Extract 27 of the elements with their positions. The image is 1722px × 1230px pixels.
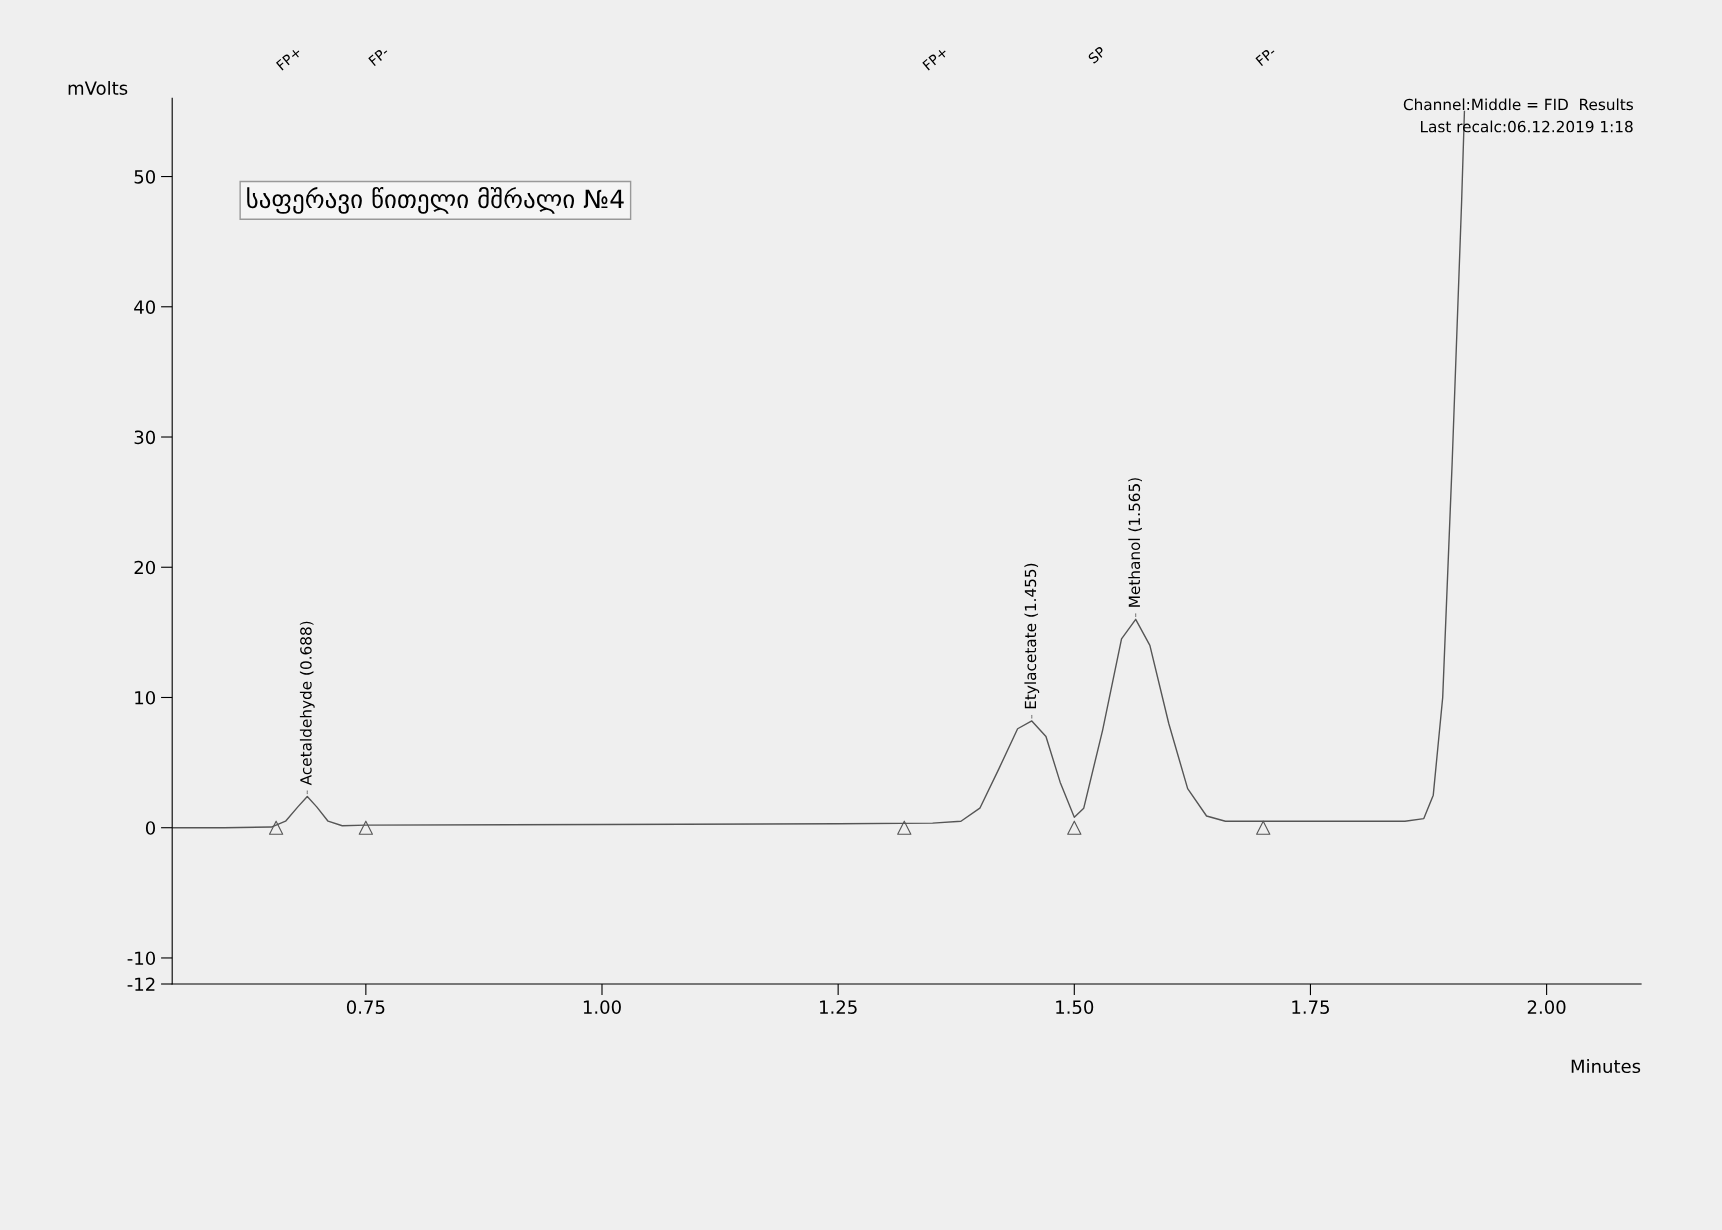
text: FP- (368, 46, 390, 67)
annotation: საფერავი წითელი მშრალი №4 (247, 186, 624, 214)
x-tick-label: 2.00 (1527, 1000, 1566, 1014)
annotation: Etylacetate (1.455) (1024, 563, 1040, 709)
x-tick-label: 1.00 (583, 1000, 621, 1014)
y-tick-label: 40 (134, 300, 156, 314)
text: FP+ (922, 46, 949, 71)
text: SP (1087, 45, 1107, 64)
y-tick-label: 30 (134, 430, 156, 445)
x-axis-title: Minutes (1571, 1059, 1641, 1074)
x-tick-label: 1.75 (1292, 1000, 1329, 1014)
y-tick-label: -10 (127, 951, 156, 966)
x-tick-label: 1.25 (820, 1000, 857, 1014)
y-tick-label: 20 (134, 560, 156, 575)
y-tick-label: -12 (127, 977, 155, 991)
text: FP- (1255, 46, 1277, 67)
text: FP+ (275, 46, 302, 71)
y-axis-title: mVolts (68, 80, 128, 95)
annotation: Channel:Middle = FID Results (1403, 98, 1633, 111)
x-tick-label: 1.50 (1056, 1000, 1094, 1014)
y-tick-label: 50 (134, 170, 156, 184)
annotation: Last recalc:06.12.2019 1:18 (1421, 120, 1633, 133)
y-tick-label: 0 (145, 821, 156, 835)
annotation: Acetaldehyde (0.688) (299, 621, 315, 786)
x-tick-label: 0.75 (346, 1000, 385, 1014)
y-tick-label: 10 (135, 690, 156, 705)
annotation: Methanol (1.565) (1128, 478, 1142, 607)
